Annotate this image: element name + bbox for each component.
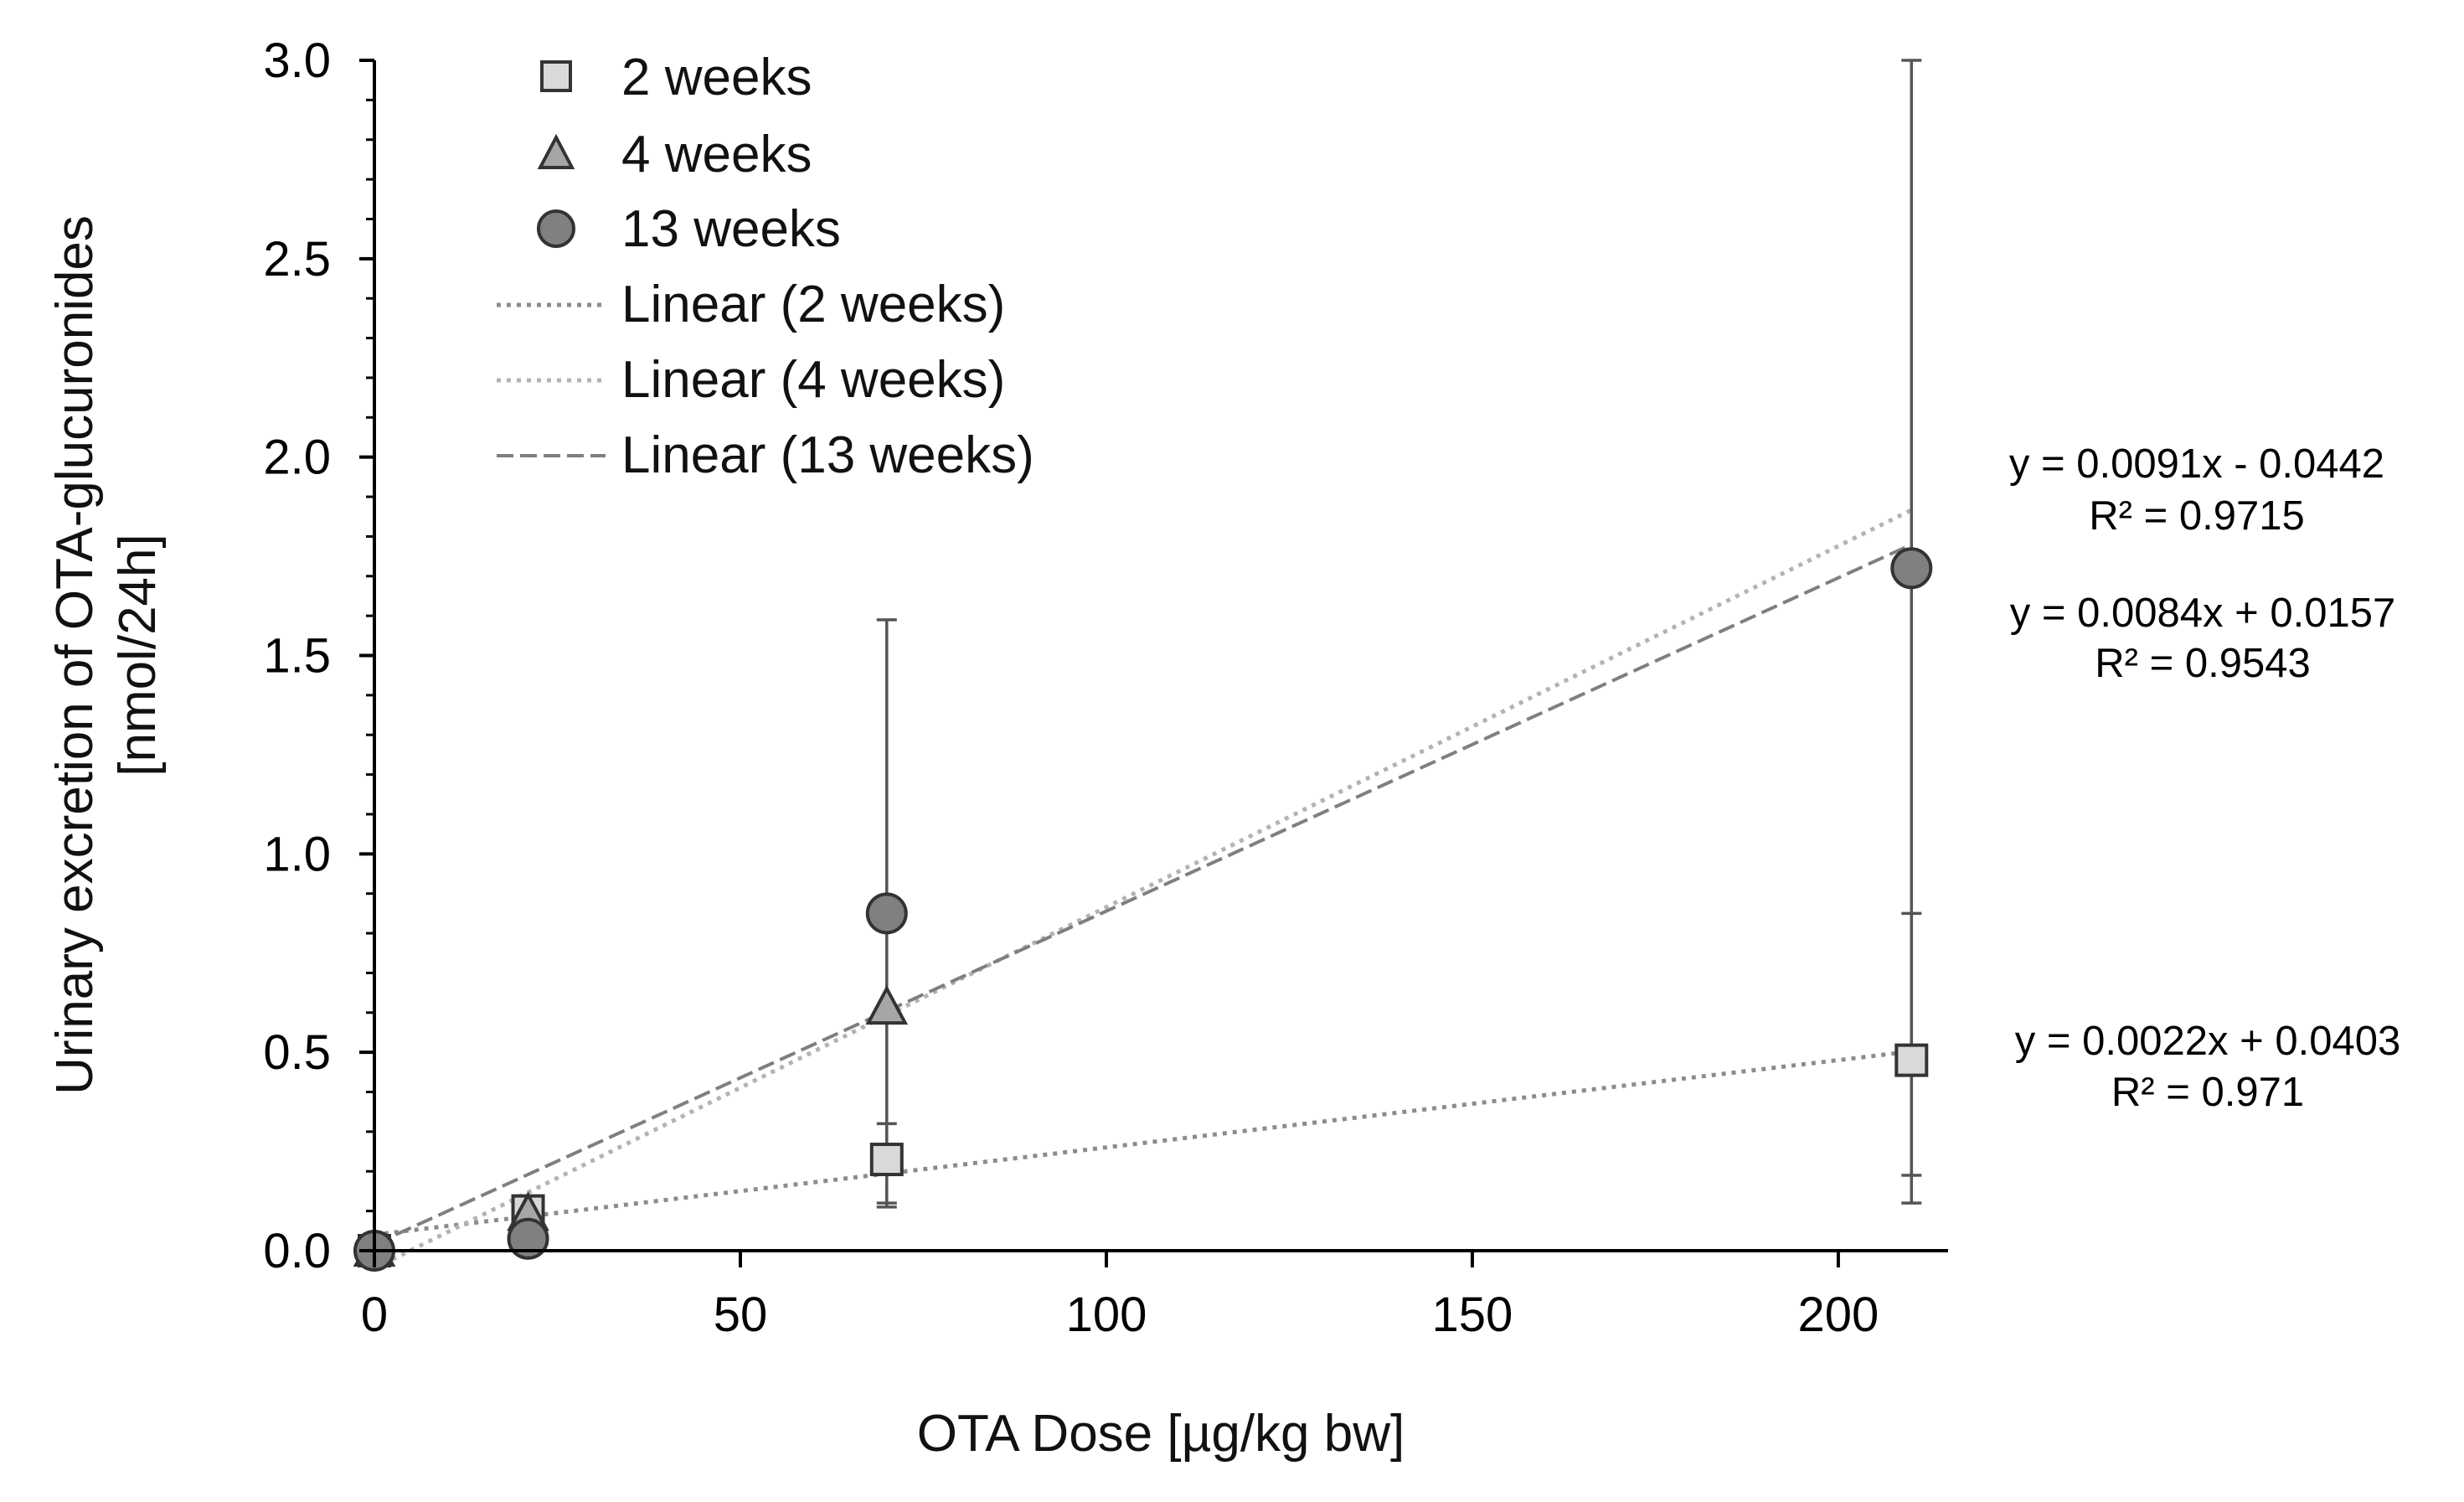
legend-item-13-weeks: 13 weeks: [537, 200, 841, 258]
legend-triangle-marker: [537, 133, 575, 169]
y-tick-label-4: 2.0: [263, 431, 331, 485]
y-tick-label-6: 3.0: [263, 34, 331, 88]
point-13-weeks: [1890, 547, 1933, 590]
r2-13-weeks: R² = 0.9543: [2095, 641, 2310, 686]
legend-item-2-weeks: 2 weeks: [540, 49, 812, 106]
y-tick-label-5: 2.5: [263, 232, 331, 286]
point-13-weeks: [507, 1217, 549, 1260]
x-tick-label-1: 50: [714, 1288, 768, 1342]
legend-item-4-weeks: 4 weeks: [537, 126, 812, 183]
y-tick-label-2: 1.0: [263, 827, 331, 881]
x-axis-title: OTA Dose [µg/kg bw]: [917, 1405, 1405, 1463]
y-tick-label-3: 1.5: [263, 629, 331, 684]
legend: 2 weeks 4 weeks 13 weeks Linear (2 weeks…: [497, 49, 1034, 484]
r2-4-weeks: R² = 0.9715: [2089, 493, 2304, 539]
point-4-weeks: [865, 984, 909, 1025]
x-tick-label-0: 0: [361, 1288, 388, 1342]
legend-square-marker: [540, 60, 572, 92]
error-bars: [876, 59, 1922, 1209]
y-tick-label-0: 0.0: [263, 1224, 331, 1278]
x-tick-label-3: 150: [1432, 1288, 1513, 1342]
axes: [373, 60, 1948, 1252]
legend-item-linear-13-weeks: Linear (13 weeks): [497, 426, 1034, 484]
legend-item-linear-2-weeks: Linear (2 weeks): [497, 276, 1005, 333]
legend-label-linear-2-weeks: Linear (2 weeks): [621, 276, 1005, 333]
legend-label-linear-4-weeks: Linear (4 weeks): [621, 351, 1005, 409]
legend-item-linear-4-weeks: Linear (4 weeks): [497, 351, 1005, 409]
y-axis-title-line-2: [nmol/24h]: [109, 534, 167, 777]
point-2-weeks: [869, 1143, 904, 1177]
equation-4-weeks: y = 0.0091x - 0.0442: [2009, 441, 2384, 487]
legend-label-2-weeks: 2 weeks: [621, 49, 812, 106]
equation-2-weeks: y = 0.0022x + 0.0403: [2015, 1019, 2400, 1064]
trendline-equations: y = 0.0091x - 0.0442 R² = 0.9715 y = 0.0…: [2009, 441, 2400, 1115]
point-2-weeks: [1894, 1043, 1929, 1077]
x-tick-label-4: 200: [1798, 1288, 1879, 1342]
point-13-weeks: [865, 892, 908, 935]
equation-13-weeks: y = 0.0084x + 0.0157: [2010, 591, 2395, 636]
trendline-13-weeks: [374, 543, 1913, 1247]
y-tick-label-1: 0.5: [263, 1025, 331, 1080]
trendlines: [373, 508, 1913, 1271]
ticks: 0.0 0.5 1.0 1.5 2.0 2.5 3.0 0 50 100 150 200: [263, 34, 1879, 1342]
legend-label-4-weeks: 4 weeks: [621, 126, 812, 183]
y-axis-title-line-1: Urinary excretion of OTA-glucuronides: [46, 215, 104, 1095]
x-tick-label-2: 100: [1066, 1288, 1147, 1342]
legend-label-linear-13-weeks: Linear (13 weeks): [621, 426, 1034, 484]
r2-2-weeks: R² = 0.971: [2111, 1070, 2304, 1115]
trendline-4-weeks: [373, 508, 1913, 1271]
legend-circle-marker: [537, 209, 575, 248]
trendline-2-weeks: [374, 1049, 1912, 1237]
legend-label-13-weeks: 13 weeks: [621, 200, 841, 258]
